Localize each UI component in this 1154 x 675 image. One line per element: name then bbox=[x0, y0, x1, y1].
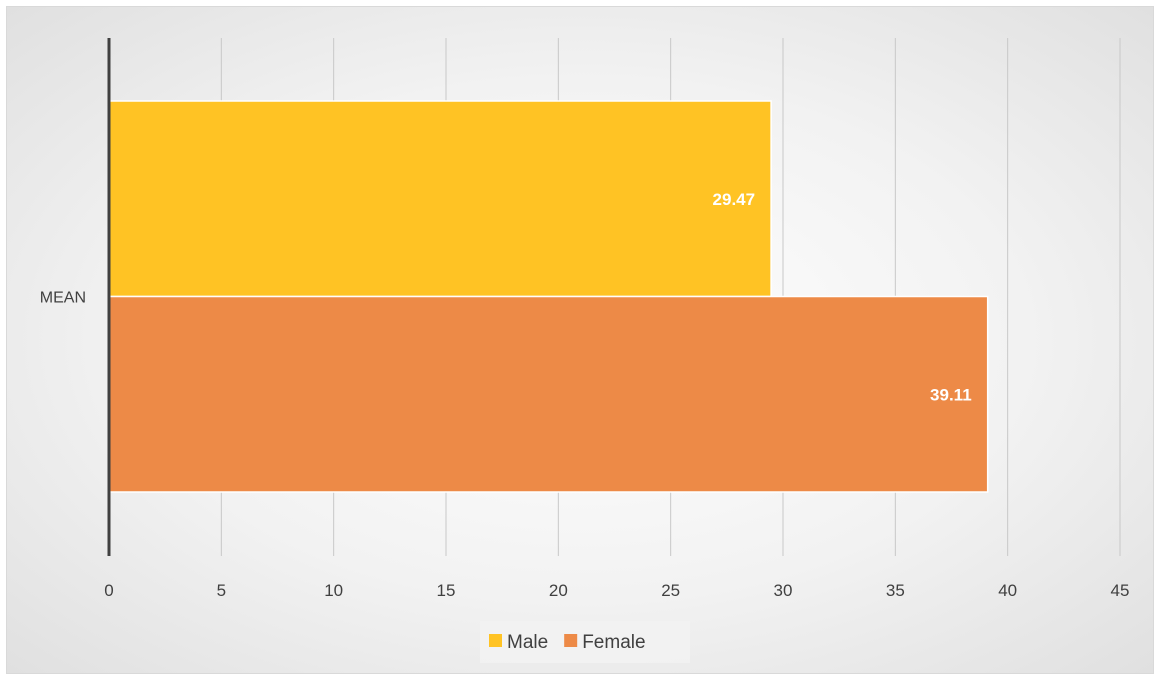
x-tick-label: 30 bbox=[774, 581, 793, 600]
legend-label-female: Female bbox=[582, 632, 645, 653]
x-tick-label: 25 bbox=[661, 581, 680, 600]
axes: 0 5 10 15 20 25 30 35 40 45 MEAN bbox=[40, 38, 1130, 600]
legend-swatch-male bbox=[489, 634, 502, 647]
bar-male bbox=[108, 100, 772, 298]
legend-swatch-female bbox=[564, 634, 578, 647]
x-tick-label: 5 bbox=[217, 581, 226, 600]
x-tick-label: 35 bbox=[886, 581, 905, 600]
legend-box bbox=[480, 621, 690, 663]
x-tick-label: 45 bbox=[1111, 581, 1130, 600]
data-label-female: 39.11 bbox=[930, 385, 972, 404]
x-tick-label: 40 bbox=[998, 581, 1017, 600]
bar-female bbox=[108, 295, 989, 493]
y-category-label: MEAN bbox=[40, 290, 86, 307]
x-tick-label: 20 bbox=[549, 581, 568, 600]
legend-label-male: Male bbox=[507, 632, 548, 653]
legend: Male Female bbox=[480, 621, 690, 663]
bars: 29.47 39.11 bbox=[108, 100, 989, 493]
data-label-male: 29.47 bbox=[713, 190, 756, 209]
x-tick-label: 0 bbox=[104, 581, 113, 600]
x-tick-label: 10 bbox=[324, 581, 343, 600]
x-tick-label: 15 bbox=[437, 581, 456, 600]
